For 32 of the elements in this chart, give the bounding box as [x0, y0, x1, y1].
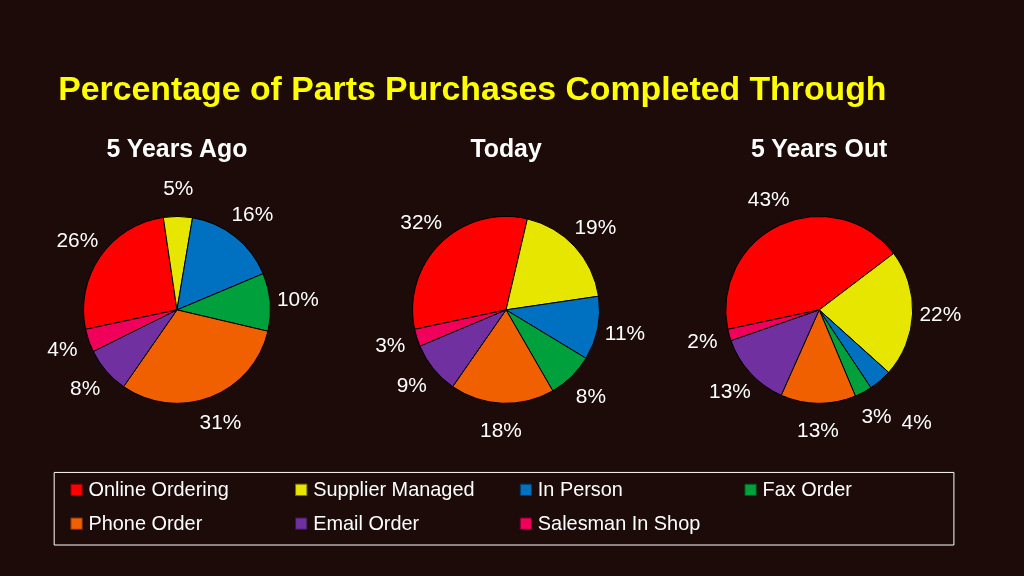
legend-label: Online Ordering	[88, 477, 229, 500]
data-label: 11%	[604, 320, 646, 344]
data-label: 13%	[797, 418, 839, 442]
data-label: 8%	[70, 376, 101, 400]
chart-title: Percentage of Parts Purchases Completed Through	[58, 69, 887, 108]
chart-subtitle: Today	[470, 134, 542, 162]
data-label: 26%	[56, 227, 99, 251]
data-label: 19%	[574, 214, 617, 238]
data-label: 3%	[375, 333, 406, 357]
data-label: 10%	[276, 286, 319, 310]
data-label: 32%	[400, 210, 443, 234]
data-label: 2%	[687, 329, 718, 353]
data-label: 8%	[575, 383, 606, 407]
data-label: 22%	[919, 301, 962, 325]
legend-label: Phone Order	[88, 511, 203, 534]
data-label: 18%	[480, 418, 522, 442]
legend-label: Email Order	[313, 511, 420, 534]
legend-label: Salesman In Shop	[537, 511, 701, 534]
data-label: 31%	[199, 410, 242, 434]
data-label: 4%	[47, 336, 78, 360]
legend-label: Supplier Managed	[313, 477, 475, 500]
data-label: 4%	[901, 409, 932, 433]
data-label: 9%	[396, 373, 427, 397]
data-label: 3%	[861, 403, 892, 427]
data-label: 13%	[709, 378, 751, 402]
data-label: 43%	[747, 186, 790, 210]
data-label: 16%	[231, 201, 274, 225]
chart-subtitle: 5 Years Out	[751, 134, 888, 162]
legend-label: In Person	[537, 477, 623, 500]
legend-label: Fax Order	[762, 477, 853, 500]
data-label: 5%	[163, 175, 194, 199]
chart-subtitle: 5 Years Ago	[106, 134, 248, 162]
